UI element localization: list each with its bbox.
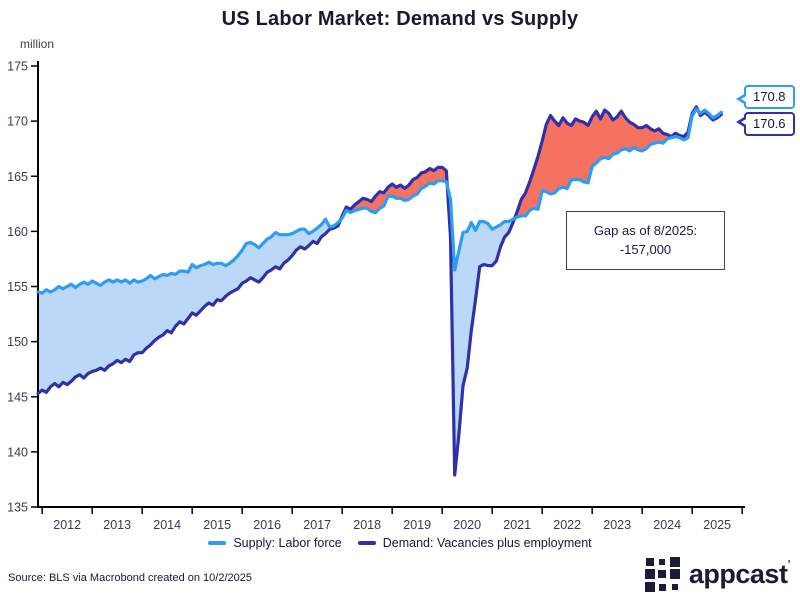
legend: Supply: Labor force Demand: Vacancies pl… — [0, 536, 800, 550]
supply-last-value: 170.8 — [753, 89, 786, 104]
x-axis-year-label: 2022 — [553, 518, 581, 532]
x-axis-year-label: 2013 — [103, 518, 131, 532]
y-axis-tick-label: 165 — [7, 170, 28, 184]
supply-line — [36, 107, 723, 295]
appcast-logo-text: appcast — [689, 559, 790, 590]
y-axis-tick-label: 155 — [7, 280, 28, 294]
y-axis-tick-label: 140 — [7, 445, 28, 459]
legend-entry-supply: Supply: Labor force — [208, 536, 342, 550]
y-axis-tick-label: 150 — [7, 335, 28, 349]
demand-last-value: 170.6 — [753, 116, 786, 131]
y-axis-tick-label: 160 — [7, 225, 28, 239]
chart-title: US Labor Market: Demand vs Supply — [221, 8, 579, 30]
legend-label-supply: Supply: Labor force — [233, 536, 342, 550]
x-axis-year-label: 2014 — [153, 518, 181, 532]
y-axis-unit-label: million — [20, 37, 55, 51]
x-axis-year-label: 2024 — [653, 518, 681, 532]
legend-label-demand: Demand: Vacancies plus employment — [382, 536, 592, 550]
x-axis-year-label: 2020 — [453, 518, 481, 532]
callout-supply-value: 170.8 — [736, 85, 795, 109]
x-axis-year-label: 2021 — [503, 518, 531, 532]
y-axis-tick-label: 135 — [7, 501, 28, 515]
gap-annotation-line1: Gap as of 8/2025: — [593, 222, 698, 238]
x-axis-year-label: 2015 — [203, 518, 231, 532]
demand-line — [36, 105, 723, 477]
demand-line-swatch-icon — [357, 541, 376, 545]
plot-area: 135 140 145 150 155 160 165 170 175 2012 2013 2014 2… — [7, 60, 745, 532]
y-axis-tick-label: 175 — [7, 60, 28, 74]
supply-surplus-area — [38, 219, 341, 394]
supply-line-swatch-icon — [208, 541, 227, 545]
source-attribution: Source: BLS via Macrobond created on 10/… — [8, 572, 252, 584]
x-axis-year-label: 2025 — [703, 518, 731, 532]
x-axis-year-label: 2019 — [403, 518, 431, 532]
appcast-logo-mark-icon — [644, 556, 681, 593]
x-axis-year-label: 2018 — [353, 518, 381, 532]
x-axis-year-label: 2023 — [603, 518, 631, 532]
gap-annotation-line2: -157,000 — [619, 241, 672, 257]
x-axis-year-label: 2017 — [303, 518, 331, 532]
demand-surplus-area — [340, 167, 448, 220]
gap-annotation: Gap as of 8/2025: -157,000 — [566, 211, 725, 270]
demand-surplus-area — [514, 106, 699, 219]
y-axis-tick-label: 145 — [7, 390, 28, 404]
appcast-logo: appcast — [644, 556, 790, 593]
supply-surplus-area — [447, 185, 515, 476]
y-axis-tick-label: 170 — [7, 115, 28, 129]
x-axis-year-label: 2012 — [53, 518, 81, 532]
legend-entry-demand: Demand: Vacancies plus employment — [357, 536, 592, 550]
callout-demand-value: 170.6 — [736, 112, 795, 136]
x-axis-year-label: 2016 — [253, 518, 281, 532]
